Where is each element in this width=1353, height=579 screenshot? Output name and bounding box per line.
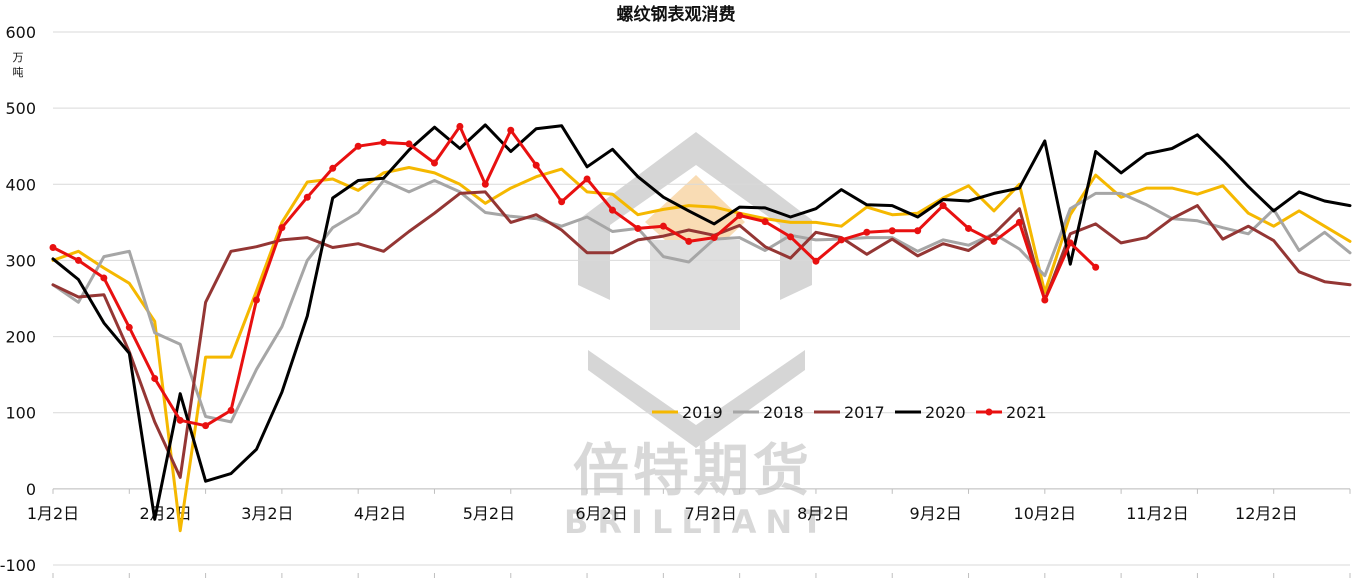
data-point-2021: [278, 224, 286, 232]
series-line-2021: [51, 124, 1098, 428]
x-tick-label: 6月2日: [575, 504, 627, 523]
x-tick-label: 9月2日: [910, 504, 962, 523]
legend: 2019 2018 2017 2020 2021: [652, 403, 1047, 422]
data-point-2021: [583, 175, 591, 183]
data-point-2021: [990, 237, 998, 245]
data-point-2021: [914, 227, 922, 235]
y-tick-label: 400: [5, 175, 36, 194]
data-point-2021: [710, 234, 718, 242]
data-point-2021: [380, 138, 388, 146]
data-point-2021: [965, 224, 973, 232]
legend-label: 2021: [1006, 403, 1047, 422]
y-tick-label: 200: [5, 328, 36, 347]
data-point-2021: [227, 406, 235, 414]
legend-label: 2020: [925, 403, 966, 422]
y-tick-label: -100: [0, 556, 36, 575]
series-line-2017: [51, 190, 1352, 479]
x-tick-label: 12月2日: [1235, 504, 1298, 523]
data-point-2021: [74, 256, 82, 264]
data-point-2021: [354, 142, 362, 150]
data-point-2021: [888, 227, 896, 235]
data-point-2021: [456, 122, 464, 130]
chart-title: 螺纹钢表观消费: [617, 4, 736, 25]
data-point-2021: [507, 126, 515, 134]
series-2017: [51, 190, 1352, 479]
legend-item-2021: 2021: [976, 403, 1047, 422]
series-line-2018: [51, 179, 1352, 424]
x-tick-label: 10月2日: [1014, 504, 1077, 523]
data-point-2021: [252, 296, 260, 304]
data-point-2021: [125, 323, 133, 331]
series-line-2020: [51, 123, 1352, 521]
data-point-2021: [405, 140, 413, 148]
y-tick-label: 0: [26, 480, 36, 499]
data-point-2021: [787, 233, 795, 241]
series-line-2019: [51, 166, 1352, 533]
data-point-2021: [761, 218, 769, 226]
series-2020: [51, 123, 1352, 521]
data-point-2021: [1092, 263, 1100, 271]
data-point-2021: [837, 236, 845, 244]
data-point-2021: [329, 164, 337, 172]
y-axis-unit-label: 万吨: [13, 51, 24, 79]
x-tick-label: 7月2日: [684, 504, 736, 523]
series-2021: [49, 122, 1100, 430]
data-point-2021: [1041, 296, 1049, 304]
data-point-2021: [608, 206, 616, 214]
data-point-2021: [685, 237, 693, 245]
watermark-logo-base: [588, 350, 805, 448]
y-tick-label: 500: [5, 99, 36, 118]
data-point-2021: [100, 274, 108, 282]
watermark-logo-core: [650, 240, 740, 330]
y-tick-label: 100: [5, 404, 36, 423]
x-tick-label: 4月2日: [354, 504, 406, 523]
data-point-2021: [481, 180, 489, 188]
legend-label: 2017: [844, 403, 885, 422]
legend-item-2019: 2019: [652, 403, 723, 422]
series-2019: [51, 166, 1352, 533]
legend-label: 2018: [763, 403, 804, 422]
legend-marker: [985, 408, 993, 416]
data-point-2021: [1066, 239, 1074, 247]
data-point-2021: [812, 257, 820, 265]
data-point-2021: [1015, 218, 1023, 226]
watermark-logo-shape: [578, 132, 812, 300]
data-point-2021: [939, 202, 947, 210]
watermark-chinese-text: 倍特期货: [573, 439, 813, 504]
x-tick-label: 8月2日: [797, 504, 849, 523]
y-tick-label: 600: [5, 23, 36, 42]
data-point-2021: [303, 193, 311, 201]
x-tick-label: 3月2日: [241, 504, 293, 523]
series-lines: [49, 122, 1352, 533]
x-tick-label: 11月2日: [1126, 504, 1189, 523]
legend-item-2018: 2018: [733, 403, 804, 422]
data-point-2021: [736, 212, 744, 220]
series-2018: [51, 179, 1352, 424]
watermark: 倍特期货 BRILLIANT: [564, 132, 832, 541]
data-point-2021: [558, 198, 566, 206]
data-point-2021: [532, 161, 540, 169]
data-point-2021: [430, 159, 438, 167]
legend-item-2017: 2017: [814, 403, 885, 422]
legend-item-2020: 2020: [895, 403, 966, 422]
data-point-2021: [151, 374, 159, 382]
data-point-2021: [202, 422, 210, 430]
data-point-2021: [863, 228, 871, 236]
data-point-2021: [49, 243, 57, 251]
data-point-2021: [634, 224, 642, 232]
data-point-2021: [659, 222, 667, 230]
watermark-english-text: BRILLIANT: [564, 503, 832, 541]
y-tick-label: 300: [5, 251, 36, 270]
data-point-2021: [176, 416, 184, 424]
x-tick-label: 5月2日: [463, 504, 515, 523]
x-tick-label: 1月2日: [27, 504, 79, 523]
legend-label: 2019: [682, 403, 723, 422]
